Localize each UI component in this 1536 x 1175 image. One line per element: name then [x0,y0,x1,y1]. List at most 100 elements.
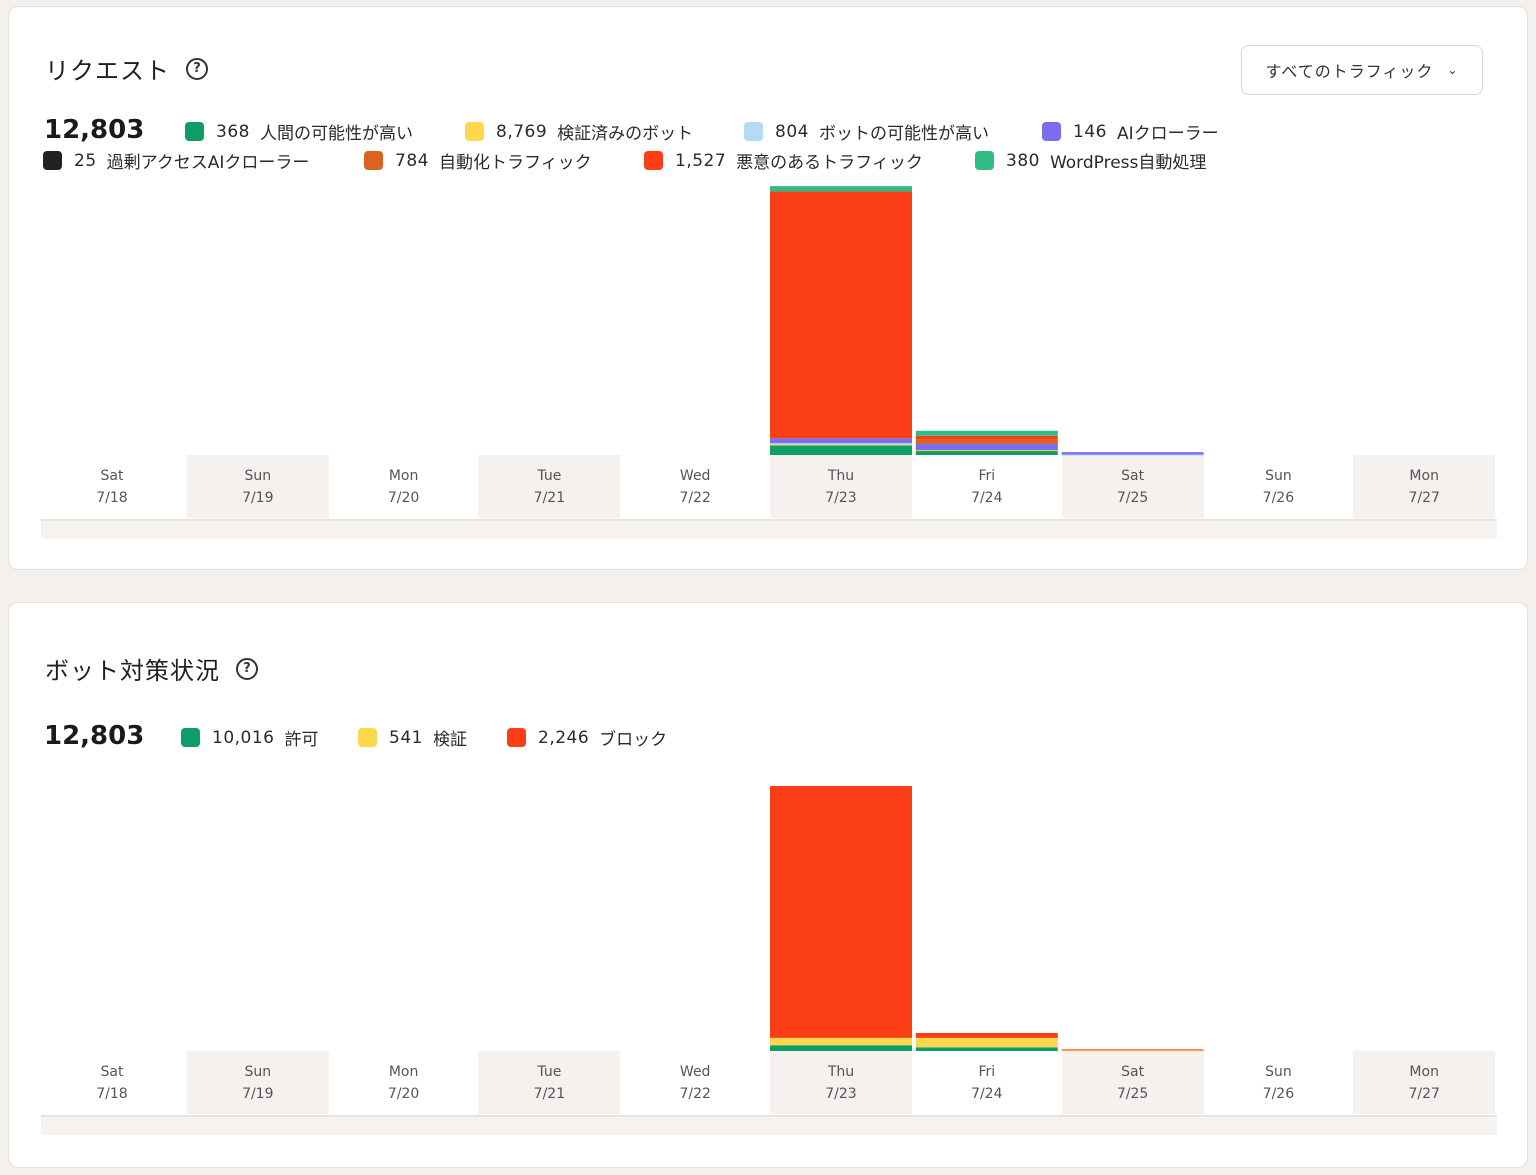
legend-label: 検証 [432,730,467,750]
legend-swatch [181,728,200,747]
legend-item-likely-human: 368 人間の可能性が高い [185,119,413,144]
legend-count: 1,527 [675,150,727,171]
bar-segment[interactable] [770,786,912,1038]
bar-segment[interactable] [915,435,1058,440]
x-tick-day: Sat [1121,467,1145,484]
bar-segment[interactable] [770,444,912,455]
axis-line [41,519,1497,520]
legend-item-verified-bot: 8,769 検証済みのボット [465,119,693,144]
x-tick-label: Tue 7/21 [478,1051,621,1114]
bot-chart [770,786,1204,1052]
bar-segment[interactable] [915,443,1058,451]
x-tick-day: Fri [978,1063,996,1080]
x-tick-date: 7/23 [825,489,857,506]
bar-segment[interactable] [770,443,912,445]
legend-count: 541 [389,727,423,748]
x-tick-date: 7/18 [96,1085,128,1102]
legend-label: 悪意のあるトラフィック [736,153,923,173]
legend-item-malicious-traffic: 1,527 悪意のあるトラフィック [644,148,923,173]
x-tick-day: Sun [1265,467,1292,484]
x-tick-date: 7/27 [1408,489,1440,506]
x-tick-day: Wed [679,1063,711,1080]
x-tick-date: 7/24 [971,489,1003,506]
x-tick-day: Sun [1265,1063,1292,1080]
legend-swatch [364,151,383,170]
legend-swatch [507,728,526,747]
bar-segment[interactable] [915,1037,1058,1048]
bar-segment[interactable] [1061,1049,1204,1051]
bar-segment[interactable] [770,186,912,192]
legend-item-wordpress: 380 WordPress自動処理 [975,148,1206,173]
x-tick-date: 7/25 [1116,1085,1149,1102]
legend-swatch [43,151,62,170]
x-tick-day: Sun [244,467,272,484]
legend-swatch [465,122,484,141]
x-tick-date: 7/19 [242,489,274,506]
bar-segment[interactable] [915,450,1058,452]
x-tick-date: 7/25 [1116,489,1149,506]
x-tick-day: Mon [388,1063,419,1080]
bar-segment[interactable] [770,1045,912,1051]
legend-item-likely-bot: 804 ボットの可能性が高い [744,119,989,144]
bar-segment[interactable] [770,1037,912,1046]
x-tick-label: Wed 7/22 [624,455,766,518]
x-tick-label: Sat 7/18 [41,455,183,518]
x-tick-day: Sat [1121,1063,1145,1080]
bar-segment[interactable] [770,444,912,446]
x-tick-date: 7/21 [533,1085,566,1102]
legend-count: 25 [74,150,97,171]
requests-chart [770,186,1204,456]
x-tick-date: 7/20 [387,489,420,506]
bot-title-row: ボット対策状況 ? [45,651,258,686]
bar-segment[interactable] [1061,1050,1204,1052]
chart-scroll-strip [41,1116,1497,1135]
legend-label: AIクローラー [1116,124,1219,144]
bar-segment[interactable] [915,430,1058,436]
x-tick-date: 7/18 [96,489,128,506]
bar-segment[interactable] [915,450,1058,455]
legend-count: 380 [1006,150,1040,171]
legend-label: 過剰アクセスAIクローラー [106,153,310,173]
x-tick-label: Wed 7/22 [624,1051,766,1114]
traffic-filter-dropdown[interactable]: すべてのトラフィック ⌄ [1241,45,1483,95]
legend-count: 146 [1073,121,1107,142]
chevron-down-icon: ⌄ [1447,63,1459,77]
bar-segment[interactable] [1061,452,1204,455]
bar-segment[interactable] [770,438,912,444]
x-tick-label: Thu 7/23 [770,1051,912,1114]
x-tick-label: Fri 7/24 [916,455,1058,518]
requests-title-row: リクエスト ? [45,51,208,86]
legend-count: 8,769 [496,121,548,142]
axis-line [41,1115,1497,1116]
help-icon[interactable]: ? [186,57,208,80]
x-tick-label: Mon 7/20 [333,1051,475,1114]
bar-segment[interactable] [1061,454,1204,456]
legend-count: 2,246 [538,727,590,748]
x-tick-label: Mon 7/27 [1353,455,1496,518]
legend-item-automated-traffic: 784 自動化トラフィック [364,148,592,173]
bar-segment[interactable] [770,191,912,439]
x-tick-label: Sun 7/26 [1207,1051,1349,1114]
help-icon[interactable]: ? [236,657,258,680]
x-tick-date: 7/22 [679,1085,711,1102]
bar-segment[interactable] [915,1047,1058,1051]
x-tick-date: 7/22 [679,489,711,506]
x-tick-day: Mon [1409,1063,1439,1080]
x-tick-date: 7/24 [971,1085,1003,1102]
legend-item-blocked: 2,246 ブロック [507,725,667,750]
x-tick-day: Thu [827,1063,855,1080]
legend-label: ボットの可能性が高い [818,124,989,144]
x-tick-label: Sun 7/19 [186,455,329,518]
bar-segment[interactable] [915,439,1058,444]
x-tick-day: Sun [244,1063,272,1080]
x-tick-day: Fri [978,467,996,484]
legend-count: 784 [395,150,429,171]
legend-swatch [185,122,204,141]
x-tick-date: 7/26 [1262,1085,1295,1102]
x-tick-date: 7/23 [825,1085,857,1102]
bar-segment[interactable] [915,1032,1058,1038]
x-tick-label: Mon 7/20 [333,455,475,518]
x-tick-label: Sat 7/25 [1061,455,1204,518]
bot-management-card: ボット対策状況 ? 12,803 10,016 許可 541 検証 2,246 … [8,602,1528,1168]
x-tick-label: Tue 7/21 [478,455,621,518]
